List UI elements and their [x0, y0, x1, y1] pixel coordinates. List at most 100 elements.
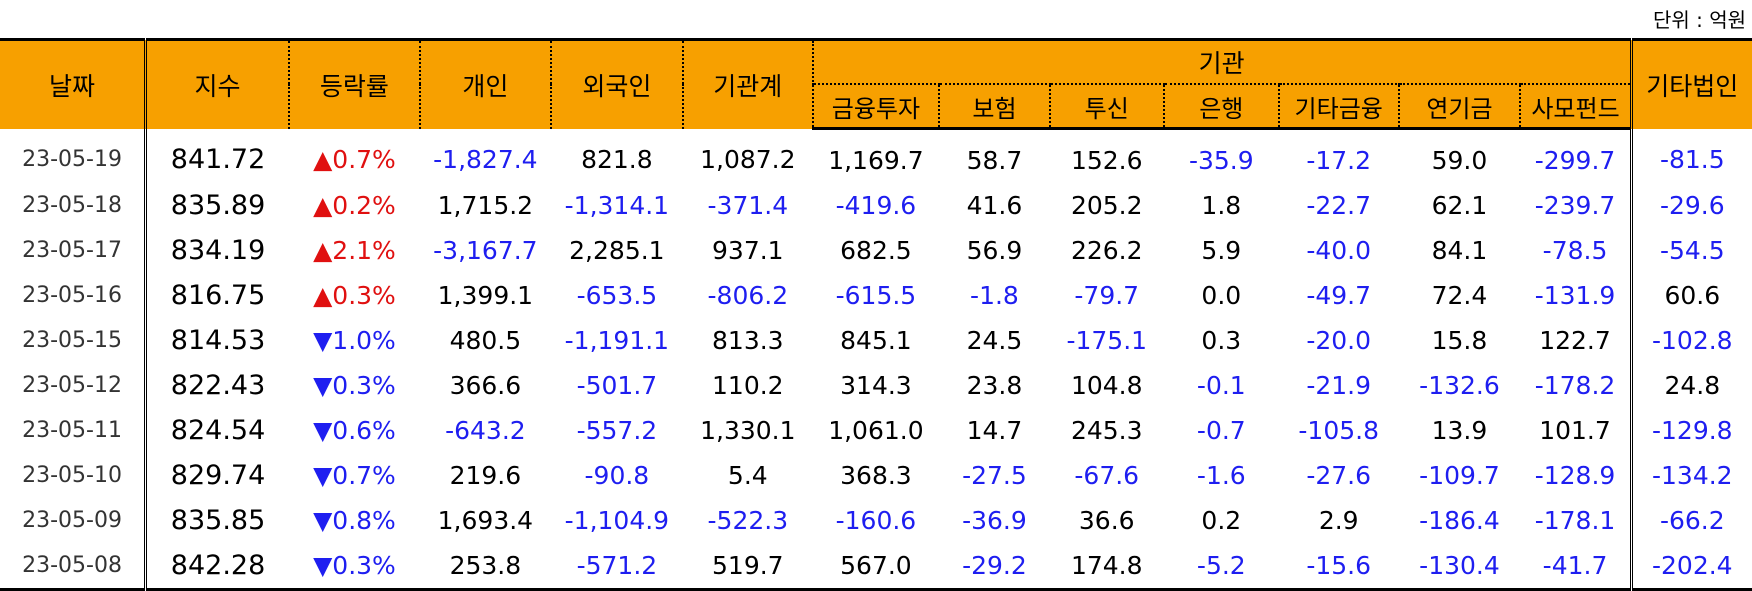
cell-index: 834.19	[170, 235, 266, 266]
cell-institution-total: -371.4	[707, 191, 789, 220]
cell-trust: 245.3	[1070, 416, 1143, 445]
table-body: 23-05-19 841.72 ▲0.7% -1,827.4 821.8 1,087.2 1…	[0, 128, 1752, 591]
header-sub-bank: 은행	[1162, 83, 1279, 130]
cell-foreign: -571.2	[550, 543, 683, 591]
cell-other-finance: -22.7	[1306, 191, 1372, 220]
cell-insurance: -36.9	[962, 506, 1027, 535]
cell-institution-total: 519.7	[682, 543, 813, 591]
cell-date: 23-05-17	[0, 228, 148, 273]
cell-date: 23-05-16	[0, 273, 148, 318]
header-institution: 기관	[811, 38, 1632, 84]
cell-other-corp: -134.2	[1629, 453, 1752, 498]
cell-trust: -67.6	[1074, 461, 1140, 490]
cell-financial-investment: 567.0	[812, 543, 940, 591]
cell-change: ▲2.1%	[313, 236, 396, 265]
cell-insurance: 14.7	[966, 416, 1023, 445]
header-change: 등락률	[287, 38, 420, 129]
cell-bank: 0.3	[1201, 326, 1242, 355]
table-row: 23-05-12 822.43 ▼0.3% 366.6 -501.7 110.2 314.3…	[0, 363, 1752, 408]
cell-bank: -35.9	[1188, 146, 1254, 175]
cell-foreign: -1,104.9	[564, 506, 670, 535]
cell-institution-total: 937.1	[712, 236, 784, 265]
cell-insurance: -27.5	[962, 461, 1027, 490]
cell-other-corp: -202.4	[1629, 543, 1752, 591]
table-row: 23-05-08 842.28 ▼0.3% 253.8 -571.2 519.7 567.0…	[0, 543, 1752, 591]
cell-private-fund: 122.7	[1539, 326, 1611, 355]
cell-pension: 59.0	[1431, 146, 1488, 175]
cell-pension: -186.4	[1419, 506, 1500, 535]
cell-foreign: -1,191.1	[564, 326, 670, 355]
cell-other-finance: -21.9	[1306, 371, 1372, 400]
cell-individual: 366.6	[449, 371, 522, 400]
cell-other-finance: -20.0	[1306, 326, 1372, 355]
cell-individual: 219.6	[449, 461, 522, 490]
cell-bank: -5.2	[1163, 543, 1279, 591]
cell-individual: 480.5	[449, 326, 522, 355]
cell-trust: 36.6	[1078, 506, 1135, 535]
table-row: 23-05-09 835.85 ▼0.8% 1,693.4 -1,104.9 -522.3…	[0, 498, 1752, 543]
cell-foreign: -557.2	[576, 416, 658, 445]
cell-institution-total: 5.4	[727, 461, 768, 490]
cell-private-fund: 101.7	[1539, 416, 1611, 445]
table-row: 23-05-16 816.75 ▲0.3% 1,399.1 -653.5 -806.2 -6…	[0, 273, 1752, 318]
cell-index: 842.28	[145, 543, 289, 591]
table-row: 23-05-17 834.19 ▲2.1% -3,167.7 2,285.1 937.1 6…	[0, 228, 1752, 273]
header-foreign: 외국인	[549, 38, 683, 129]
cell-private-fund: -178.1	[1534, 506, 1616, 535]
cell-pension: 15.8	[1431, 326, 1488, 355]
cell-pension: 84.1	[1431, 236, 1488, 265]
cell-other-finance: -17.2	[1306, 146, 1372, 175]
cell-insurance: -1.8	[970, 281, 1019, 310]
cell-insurance: 24.5	[966, 326, 1023, 355]
cell-pension: 62.1	[1431, 191, 1488, 220]
cell-pension: 72.4	[1431, 281, 1488, 310]
cell-insurance: 58.7	[966, 146, 1023, 175]
cell-change: ▼0.3%	[288, 543, 420, 591]
cell-pension: -132.6	[1419, 371, 1500, 400]
cell-index: 816.75	[170, 280, 266, 311]
cell-change: ▲0.7%	[313, 145, 396, 175]
investor-trading-table: 날짜 지수 등락률 개인 외국인 기관계 기관 기타법인 금융투자 보험 투신 …	[0, 38, 1752, 591]
cell-insurance: -29.2	[939, 543, 1050, 591]
cell-insurance: 23.8	[966, 371, 1023, 400]
cell-private-fund: -239.7	[1534, 191, 1616, 220]
cell-change: ▼0.3%	[313, 371, 396, 400]
investor-trading-table-wrap: 날짜 지수 등락률 개인 외국인 기관계 기관 기타법인 금융투자 보험 투신 …	[0, 38, 1752, 591]
cell-change: ▼0.6%	[313, 416, 396, 445]
cell-foreign: -653.5	[576, 281, 658, 310]
cell-private-fund: -299.7	[1534, 146, 1616, 175]
cell-bank: 0.2	[1201, 506, 1242, 535]
header-institution-total: 기관계	[681, 38, 813, 129]
cell-foreign: -90.8	[584, 461, 650, 490]
cell-pension: -109.7	[1419, 461, 1500, 490]
cell-trust: 205.2	[1070, 191, 1143, 220]
cell-foreign: 821.8	[581, 145, 653, 175]
cell-other-finance: -49.7	[1306, 281, 1372, 310]
cell-individual: 1,399.1	[437, 281, 534, 310]
cell-financial-investment: 314.3	[840, 371, 912, 400]
cell-private-fund: -41.7	[1520, 543, 1632, 591]
cell-trust: -79.7	[1074, 281, 1140, 310]
cell-institution-total: 110.2	[712, 371, 784, 400]
cell-trust: 174.8	[1049, 543, 1164, 591]
cell-index: 829.74	[170, 460, 266, 491]
cell-bank: 1.8	[1201, 191, 1242, 220]
cell-institution-total: 1,330.1	[700, 416, 796, 445]
cell-financial-investment: 682.5	[840, 236, 912, 265]
cell-insurance: 41.6	[966, 191, 1023, 220]
cell-foreign: 2,285.1	[569, 236, 665, 265]
cell-bank: -0.7	[1196, 416, 1246, 445]
cell-other-finance: -105.8	[1298, 416, 1379, 445]
cell-index: 835.85	[170, 505, 266, 536]
cell-change: ▼1.0%	[313, 326, 396, 355]
cell-other-corp: -29.6	[1629, 183, 1752, 228]
cell-other-corp: -129.8	[1629, 408, 1752, 453]
cell-pension: -130.4	[1398, 543, 1521, 591]
cell-financial-investment: 1,061.0	[828, 416, 924, 445]
cell-financial-investment: 1,169.7	[828, 146, 924, 175]
cell-date: 23-05-11	[0, 408, 148, 453]
header-sub-pension: 연기금	[1397, 83, 1521, 130]
cell-foreign: -501.7	[576, 371, 658, 400]
table-row: 23-05-11 824.54 ▼0.6% -643.2 -557.2 1,330.1 1,…	[0, 408, 1752, 453]
cell-index: 824.54	[170, 415, 266, 446]
